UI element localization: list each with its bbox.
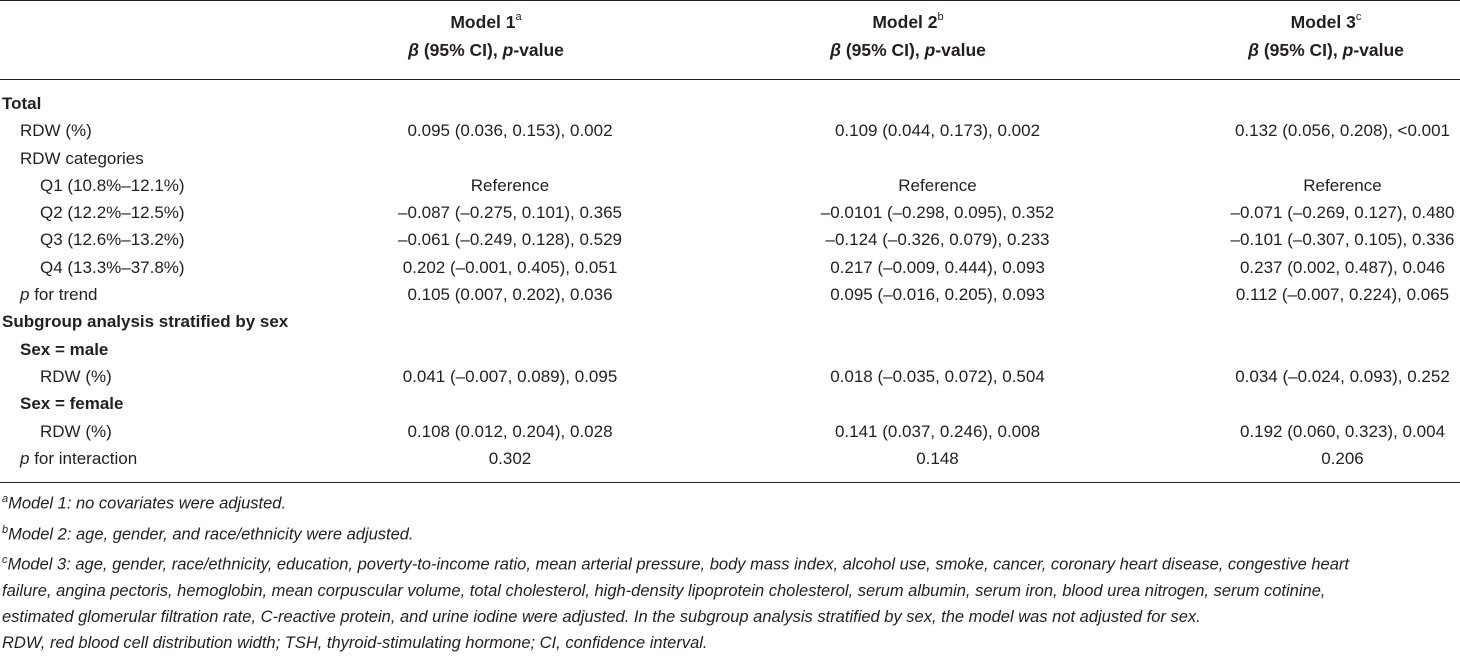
beta-symbol: β (1248, 39, 1259, 60)
footnote-c-continued: estimated glomerular filtration rate, C-… (2, 607, 1201, 626)
beta-symbol: β (408, 39, 419, 60)
footnote-a: aModel 1: no covariates were adjusted. (2, 486, 1458, 517)
abbreviations-note: RDW, red blood cell distribution width; … (2, 633, 708, 652)
cell-model-1: –0.061 (–0.249, 0.128), 0.529 (397, 230, 622, 250)
cell-model-2: 0.141 (0.037, 0.246), 0.008 (834, 421, 1041, 441)
table-row: p for trend 0.105 (0.007, 0.202), 0.036 … (0, 281, 1460, 308)
cell-model-1: 0.108 (0.012, 0.204), 0.028 (407, 421, 613, 441)
table-row: Q3 (12.6%–13.2%) –0.061 (–0.249, 0.128),… (0, 226, 1460, 253)
header-model-1: Model 1a β (95% CI), p-value (296, 4, 676, 64)
bottom-rule (0, 482, 1460, 483)
row-label-rdw: RDW (%) (20, 121, 92, 141)
footnote-c-continued: failure, angina pectoris, hemoglobin, me… (2, 581, 1326, 600)
cell-model-2: Reference (898, 175, 977, 195)
p-symbol: p (1342, 39, 1354, 60)
footnote-c-mark: c (2, 554, 8, 566)
row-label-p-for-trend: p for trend (0, 281, 370, 308)
cell-model-2: 0.148 (916, 448, 959, 468)
table-row: p for interaction 0.302 0.148 0.206 (0, 445, 1460, 472)
row-label-female-rdw: RDW (%) (40, 421, 112, 441)
cell-model-1: 0.105 (0.007, 0.202), 0.036 (407, 285, 613, 305)
table-row: Q2 (12.2%–12.5%) –0.087 (–0.275, 0.101),… (0, 199, 1460, 226)
row-label-male-rdw: RDW (%) (40, 366, 112, 386)
cell-model-1: 0.302 (488, 448, 532, 468)
trend-label: for trend (29, 285, 98, 305)
cell-model-3: 0.034 (–0.024, 0.093), 0.252 (1235, 366, 1450, 386)
row-label-sex-female: Sex = female (20, 394, 124, 414)
beta-symbol: β (830, 39, 841, 60)
row-label-q1: Q1 (10.8%–12.1%) (40, 175, 185, 195)
value-label: -value (513, 39, 564, 60)
cell-model-3: Reference (1303, 175, 1382, 195)
row-label-q4: Q4 (13.3%–37.8%) (40, 257, 185, 277)
header-rule (0, 79, 1460, 80)
model-1-footnote-mark: a (515, 11, 522, 23)
table-row: Sex = female (0, 390, 1460, 417)
cell-model-3: –0.071 (–0.269, 0.127), 0.480 (1230, 203, 1455, 223)
value-label: -value (935, 39, 986, 60)
ci-label: (95% CI), (1258, 39, 1343, 60)
footnote-b-text: Model 2: age, gender, and race/ethnicity… (8, 525, 414, 543)
p-symbol: p (20, 448, 30, 468)
model-1-title: Model 1 (450, 11, 516, 32)
cell-model-3: –0.101 (–0.307, 0.105), 0.336 (1230, 230, 1455, 250)
cell-model-1: –0.087 (–0.275, 0.101), 0.365 (397, 203, 622, 223)
cell-model-1: 0.041 (–0.007, 0.089), 0.095 (402, 366, 618, 386)
cell-model-2: –0.124 (–0.326, 0.079), 0.233 (825, 230, 1050, 250)
cell-model-3: 0.206 (1321, 448, 1364, 468)
ci-label: (95% CI), (418, 39, 503, 60)
interaction-label: for interaction (29, 448, 138, 468)
row-label-q2: Q2 (12.2%–12.5%) (40, 203, 185, 223)
table-row: Q4 (13.3%–37.8%) 0.202 (–0.001, 0.405), … (0, 254, 1460, 281)
table-row: RDW (%) 0.108 (0.012, 0.204), 0.028 0.14… (0, 418, 1460, 445)
cell-model-2: 0.217 (–0.009, 0.444), 0.093 (830, 257, 1045, 277)
cell-model-2: 0.109 (0.044, 0.173), 0.002 (834, 121, 1041, 141)
cell-model-2: –0.0101 (–0.298, 0.095), 0.352 (820, 203, 1055, 223)
table-row: Sex = male (0, 336, 1460, 363)
table-row: Subgroup analysis stratified by sex (0, 308, 1460, 335)
top-rule (0, 0, 1460, 1)
cell-model-2: 0.018 (–0.035, 0.072), 0.504 (830, 366, 1045, 386)
p-symbol: p (924, 39, 936, 60)
table-row: Q1 (10.8%–12.1%) Reference Reference Ref… (0, 172, 1460, 199)
table-row: Total (0, 90, 1460, 117)
p-symbol: p (20, 285, 30, 305)
table-row: RDW categories (0, 145, 1460, 172)
table-row: RDW (%) 0.095 (0.036, 0.153), 0.002 0.10… (0, 117, 1460, 144)
model-2-title: Model 2 (872, 11, 938, 32)
p-symbol: p (502, 39, 514, 60)
row-label-sex-male: Sex = male (20, 339, 109, 359)
row-label-q3: Q3 (12.6%–13.2%) (40, 230, 185, 250)
table-row: RDW (%) 0.041 (–0.007, 0.089), 0.095 0.0… (0, 363, 1460, 390)
cell-model-1: 0.202 (–0.001, 0.405), 0.051 (402, 257, 618, 277)
model-3-footnote-mark: c (1355, 11, 1362, 23)
footnote-a-mark: a (2, 493, 9, 505)
model-2-footnote-mark: b (937, 11, 944, 23)
row-label-p-for-interaction: p for interaction (0, 445, 370, 472)
row-label-rdw-categories: RDW categories (20, 148, 144, 168)
cell-model-1: 0.095 (0.036, 0.153), 0.002 (407, 121, 613, 141)
ci-label: (95% CI), (840, 39, 925, 60)
cell-model-3: 0.112 (–0.007, 0.224), 0.065 (1235, 285, 1450, 305)
results-table: Total RDW (%) 0.095 (0.036, 0.153), 0.00… (0, 90, 1460, 472)
cell-model-3: 0.237 (0.002, 0.487), 0.046 (1239, 257, 1446, 277)
footnote-c: cModel 3: age, gender, race/ethnicity, e… (2, 547, 1458, 578)
cell-model-1: Reference (470, 175, 550, 195)
footnote-b-mark: b (2, 523, 9, 536)
row-label-subgroup: Subgroup analysis stratified by sex (2, 312, 289, 332)
header-model-3: Model 3c β (95% CI), p-value (1136, 4, 1460, 64)
footnote-b: bModel 2: age, gender, and race/ethnicit… (2, 517, 1458, 548)
cell-model-3: 0.132 (0.056, 0.208), <0.001 (1234, 121, 1451, 141)
value-label: -value (1353, 39, 1404, 60)
footnote-c-text-1: Model 3: age, gender, race/ethnicity, ed… (7, 555, 1350, 574)
footnote-a-text: Model 1: no covariates were adjusted. (8, 494, 287, 513)
row-label-total: Total (2, 94, 42, 113)
cell-model-3: 0.192 (0.060, 0.323), 0.004 (1239, 421, 1446, 441)
cell-model-2: 0.095 (–0.016, 0.205), 0.093 (830, 285, 1045, 305)
model-3-title: Model 3 (1290, 11, 1356, 32)
header-model-2: Model 2b β (95% CI), p-value (718, 4, 1098, 64)
table-footnotes: aModel 1: no covariates were adjusted. b… (2, 486, 1458, 656)
